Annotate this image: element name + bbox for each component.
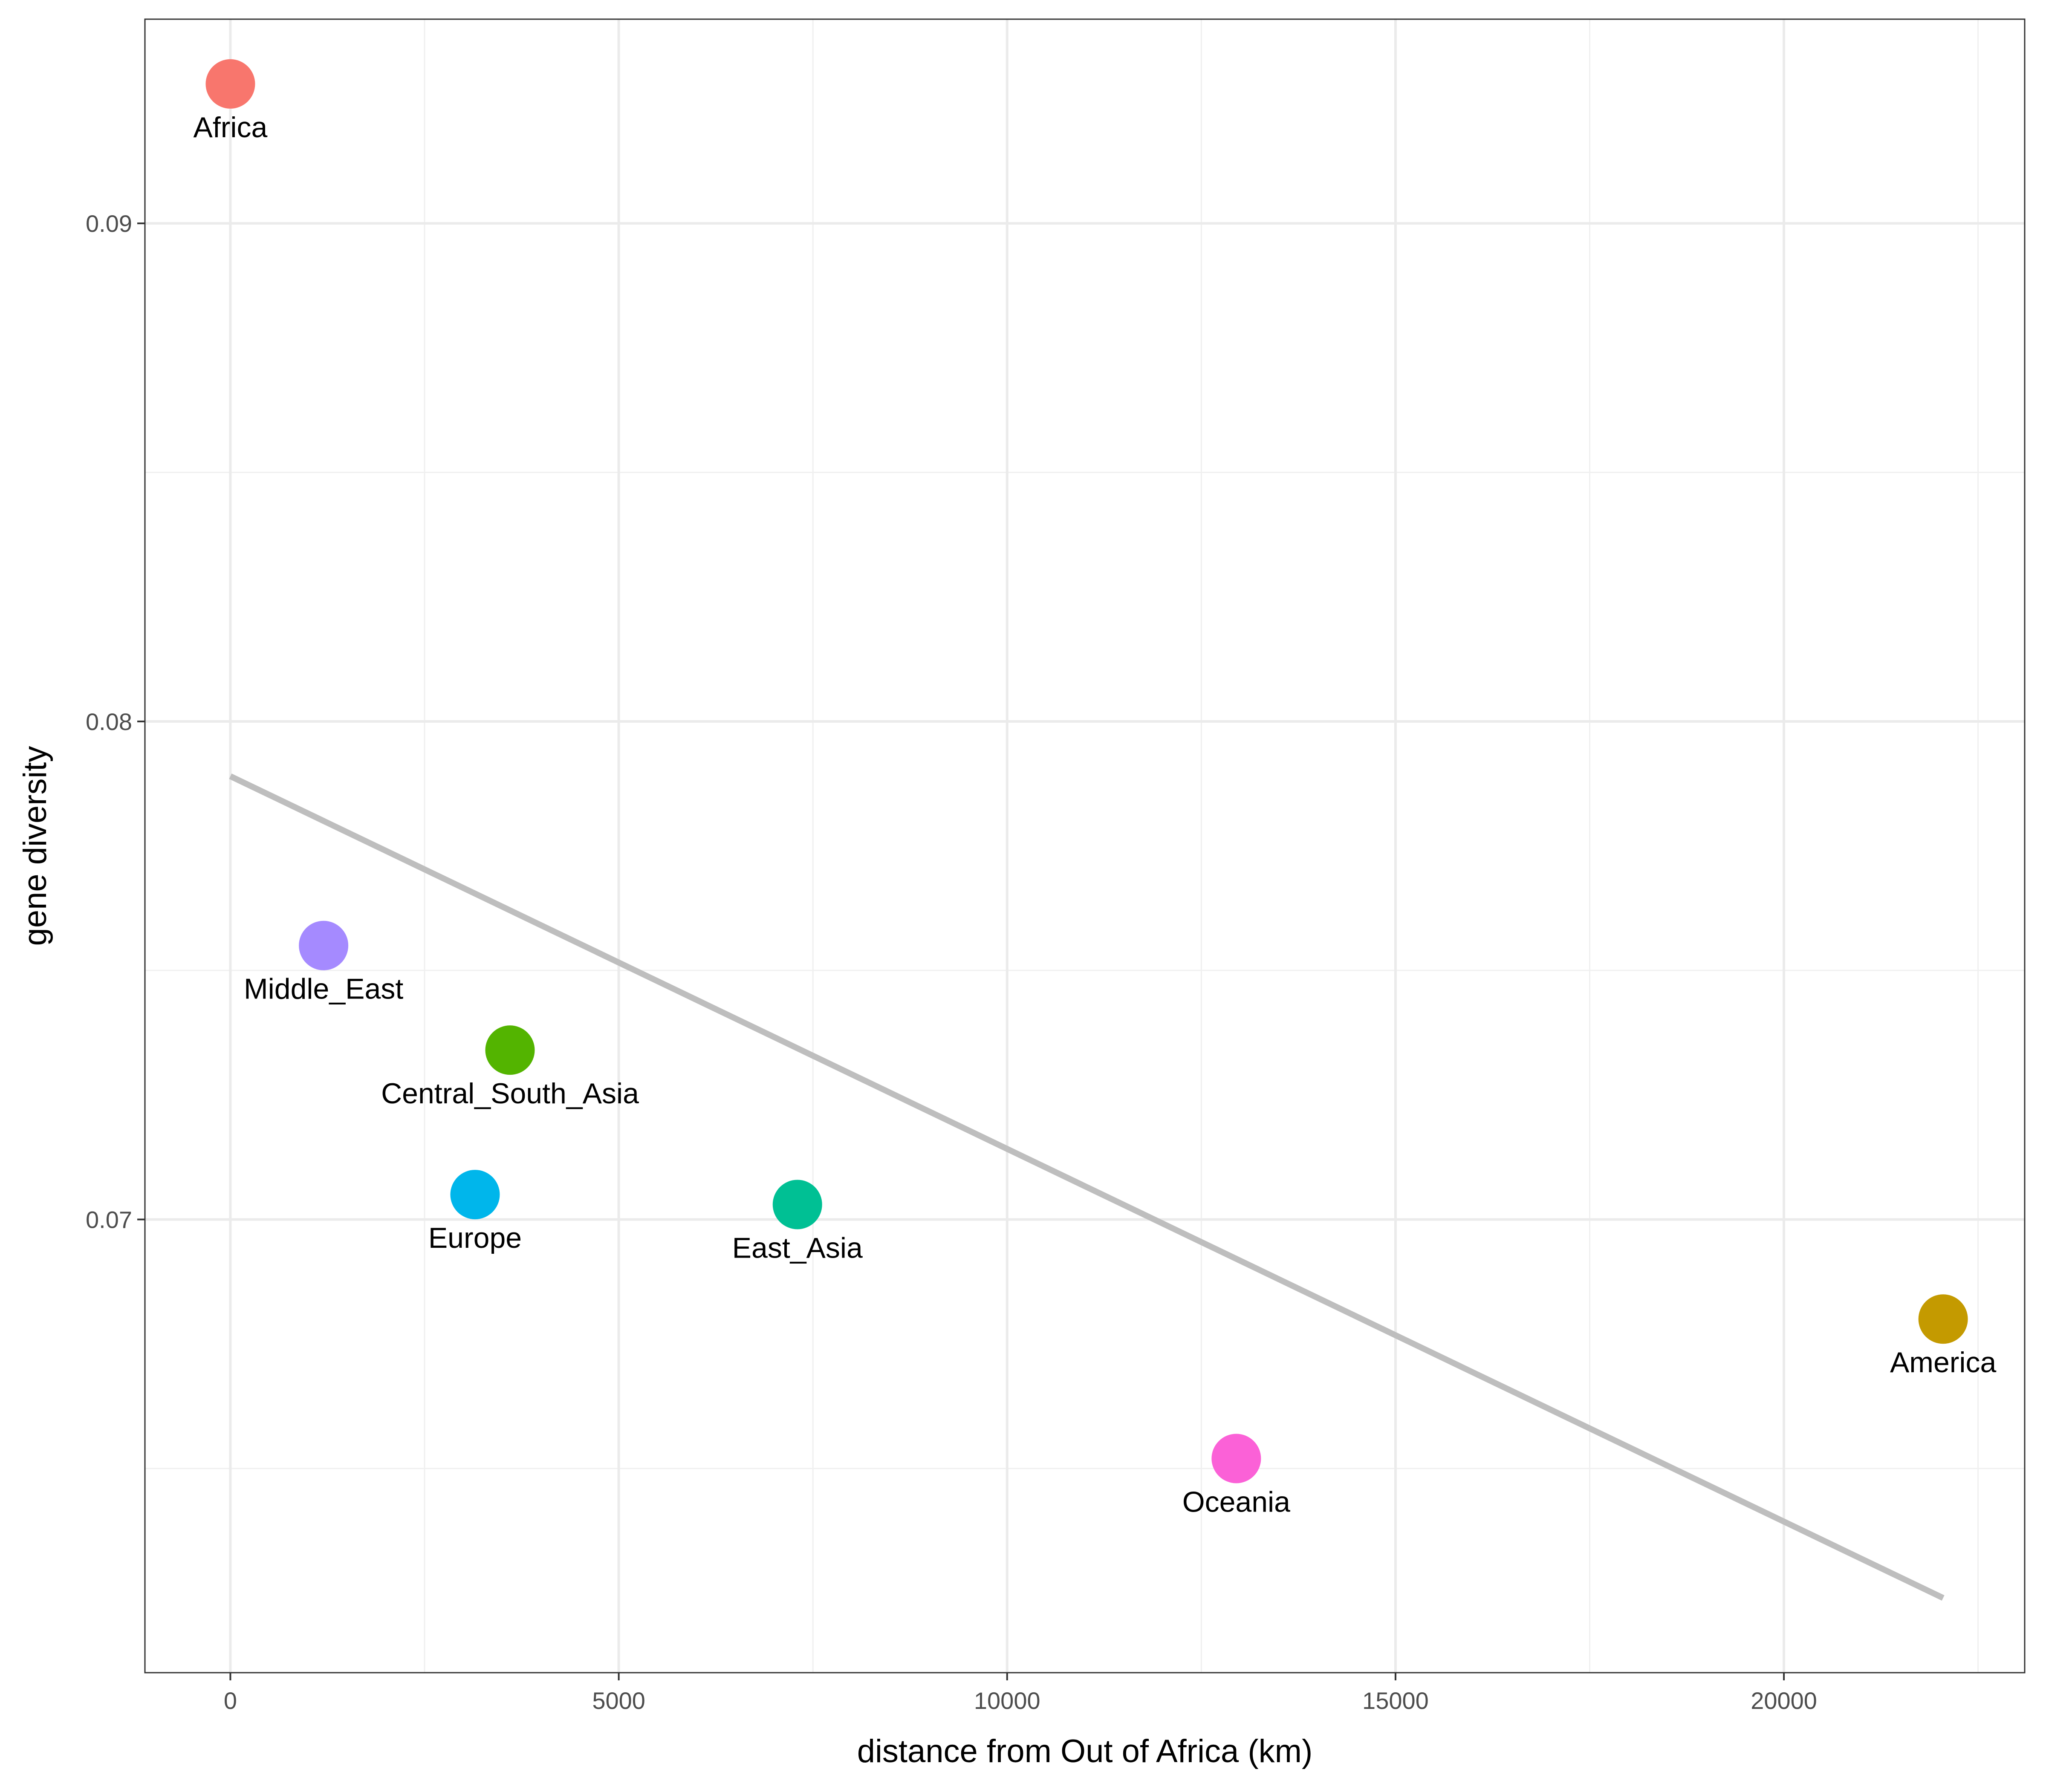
y-axis: 0.07 0.08 0.09 — [86, 210, 145, 1233]
point-label-america: America — [1890, 1346, 1997, 1379]
point-europe — [450, 1170, 500, 1220]
y-tick-label: 0.08 — [86, 708, 132, 735]
point-america — [1918, 1294, 1968, 1344]
point-labels: Africa Middle_East Central_South_Asia Europ… — [194, 111, 1997, 1518]
trend-line — [229, 773, 1945, 1601]
point-label-east-asia: East_Asia — [732, 1232, 863, 1264]
point-africa — [205, 59, 255, 109]
major-gridlines — [145, 19, 2025, 1673]
point-central-south-asia — [485, 1025, 535, 1075]
data-points — [205, 59, 1968, 1483]
x-axis-title: distance from Out of Africa (km) — [857, 1733, 1313, 1769]
point-label-middle-east: Middle_East — [244, 973, 403, 1005]
plot-panel-border — [144, 18, 2026, 1674]
point-label-africa: Africa — [194, 111, 268, 144]
point-east-asia — [772, 1180, 822, 1229]
y-tick-label: 0.09 — [86, 210, 132, 237]
trend-line-group — [229, 773, 1945, 1601]
y-tick-label: 0.07 — [86, 1206, 132, 1233]
x-tick-label: 5000 — [592, 1687, 645, 1714]
x-tick-label: 10000 — [974, 1687, 1040, 1714]
x-tick-label: 20000 — [1751, 1687, 1817, 1714]
x-axis: 0 5000 10000 15000 20000 — [224, 1673, 1817, 1714]
point-label-europe: Europe — [428, 1222, 522, 1254]
point-oceania — [1211, 1434, 1261, 1483]
x-tick-label: 15000 — [1362, 1687, 1429, 1714]
y-axis-title: gene diversity — [17, 746, 53, 946]
minor-gridlines — [145, 19, 2025, 1673]
point-label-oceania: Oceania — [1182, 1486, 1290, 1518]
x-tick-label: 0 — [224, 1687, 237, 1714]
point-middle-east — [299, 921, 349, 970]
point-label-central-south-asia: Central_South_Asia — [381, 1077, 639, 1110]
